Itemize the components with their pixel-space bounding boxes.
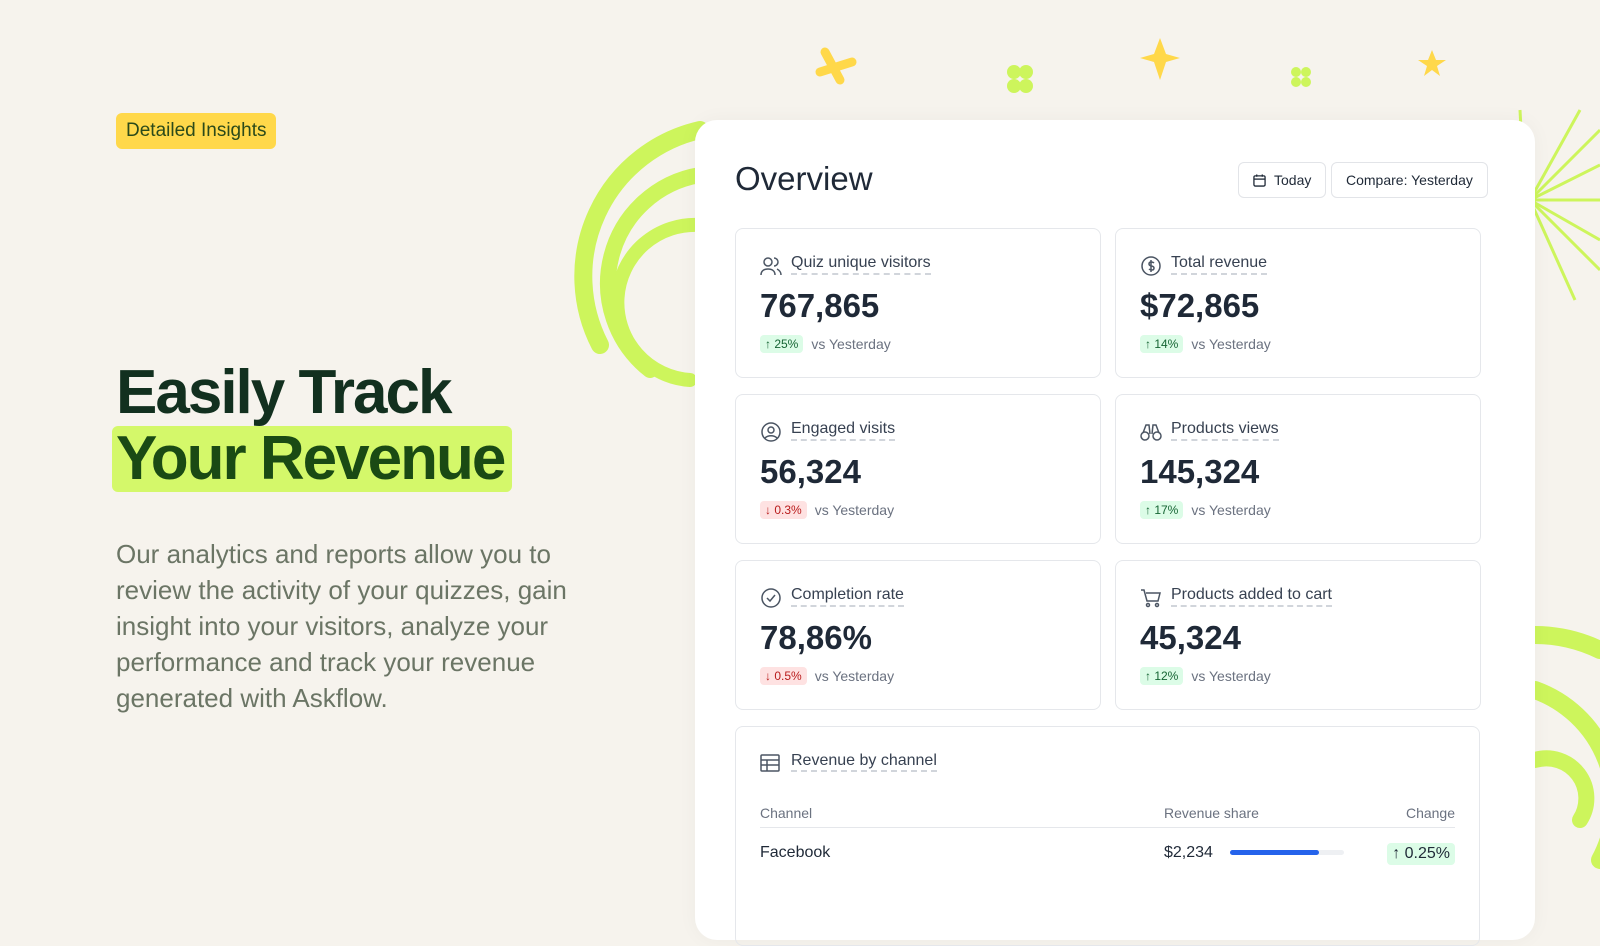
change-badge: ↑ 14% bbox=[1140, 335, 1184, 353]
stat-value: 145,324 bbox=[1140, 453, 1260, 490]
table-icon bbox=[760, 754, 780, 772]
revenue-share-bar bbox=[1230, 850, 1344, 855]
compare-button-label: Compare: Yesterday bbox=[1346, 172, 1473, 188]
section-badge: Detailed Insights bbox=[116, 113, 277, 149]
comparison-text: vs Yesterday bbox=[1191, 668, 1271, 684]
dollar-icon bbox=[1141, 256, 1161, 276]
stat-label[interactable]: Products added to cart bbox=[1171, 586, 1332, 607]
page-title: Overview bbox=[735, 160, 873, 197]
stat-value: $72,865 bbox=[1140, 287, 1260, 324]
stat-card: Products added to cart 45,324 ↑ 12% vs Ye… bbox=[1115, 560, 1481, 710]
table-row: Facebook $2,234 ↑ 0.25% bbox=[760, 827, 1455, 877]
comparison-text: vs Yesterday bbox=[814, 502, 895, 518]
change-badge: ↑ 25% bbox=[760, 335, 804, 353]
overview-card: Overview Today Compare: Yesterday Quiz u… bbox=[695, 120, 1535, 946]
stat-card: Quiz unique visitors 767,865 ↑ 25% vs Yes… bbox=[735, 228, 1101, 378]
stat-label[interactable]: Engaged visits bbox=[791, 420, 896, 441]
date-button[interactable]: Today bbox=[1238, 162, 1327, 198]
hero-description: Our analytics and reports allow you to r… bbox=[116, 539, 567, 713]
hero-title-line1: Easily Track bbox=[116, 358, 453, 427]
comparison-text: vs Yesterday bbox=[811, 336, 891, 352]
channel-name: Facebook bbox=[760, 844, 831, 861]
change-badge: ↓ 0.3% bbox=[760, 501, 807, 519]
user-circle-icon bbox=[761, 422, 781, 442]
stat-change: ↓ 0.5% vs Yesterday bbox=[760, 667, 894, 685]
change-badge: ↓ 0.5% bbox=[760, 667, 807, 685]
change-badge: ↑ 12% bbox=[1140, 667, 1184, 685]
stat-label[interactable]: Total revenue bbox=[1171, 254, 1268, 275]
change-badge: ↑ 0.25% bbox=[1387, 843, 1455, 865]
column-header-change[interactable]: Change bbox=[1405, 805, 1455, 821]
hero-title: Easily Track Your Revenue bbox=[112, 358, 513, 492]
cart-icon bbox=[1141, 589, 1161, 608]
comparison-text: vs Yesterday bbox=[814, 668, 895, 684]
comparison-text: vs Yesterday bbox=[1191, 502, 1271, 518]
stat-label[interactable]: Products views bbox=[1171, 420, 1279, 441]
decorative-shapes bbox=[574, 38, 1600, 869]
stat-change: ↑ 12% vs Yesterday bbox=[1140, 667, 1271, 685]
revenue-amount: $2,234 bbox=[1164, 844, 1213, 861]
check-circle-icon bbox=[761, 588, 781, 608]
revenue-by-channel: Revenue by channel Channel Revenue share… bbox=[735, 726, 1480, 946]
binoculars-icon bbox=[1140, 424, 1162, 441]
hero-title-highlight: Your Revenue bbox=[112, 426, 513, 492]
stat-change: ↓ 0.3% vs Yesterday bbox=[760, 501, 894, 519]
comparison-text: vs Yesterday bbox=[1191, 336, 1271, 352]
stat-change: ↑ 17% vs Yesterday bbox=[1140, 501, 1271, 519]
revenue-title: Revenue by channel bbox=[791, 752, 937, 772]
stat-value: 56,324 bbox=[760, 453, 861, 490]
stat-value: 45,324 bbox=[1140, 619, 1241, 656]
users-icon bbox=[760, 257, 782, 276]
column-header-channel[interactable]: Channel bbox=[760, 805, 813, 821]
stat-value: 78,86% bbox=[760, 619, 872, 656]
stat-card: Engaged visits 56,324 ↓ 0.3% vs Yesterday bbox=[735, 394, 1101, 544]
stat-value: 767,865 bbox=[760, 287, 880, 324]
stat-label[interactable]: Quiz unique visitors bbox=[791, 254, 931, 275]
compare-button[interactable]: Compare: Yesterday bbox=[1331, 162, 1488, 198]
stat-change: ↑ 14% vs Yesterday bbox=[1140, 335, 1271, 353]
stat-card: Total revenue $72,865 ↑ 14% vs Yesterday bbox=[1115, 228, 1481, 378]
change-badge: ↑ 17% bbox=[1140, 501, 1184, 519]
stat-card: Products views 145,324 ↑ 17% vs Yesterday bbox=[1115, 394, 1481, 544]
date-button-label: Today bbox=[1274, 172, 1312, 188]
stat-change: ↑ 25% vs Yesterday bbox=[760, 335, 891, 353]
column-header-revenue-share[interactable]: Revenue share bbox=[1164, 805, 1259, 821]
stat-card: Completion rate 78,86% ↓ 0.5% vs Yesterda… bbox=[735, 560, 1101, 710]
stat-label[interactable]: Completion rate bbox=[791, 586, 904, 607]
calendar-icon bbox=[1253, 173, 1266, 187]
